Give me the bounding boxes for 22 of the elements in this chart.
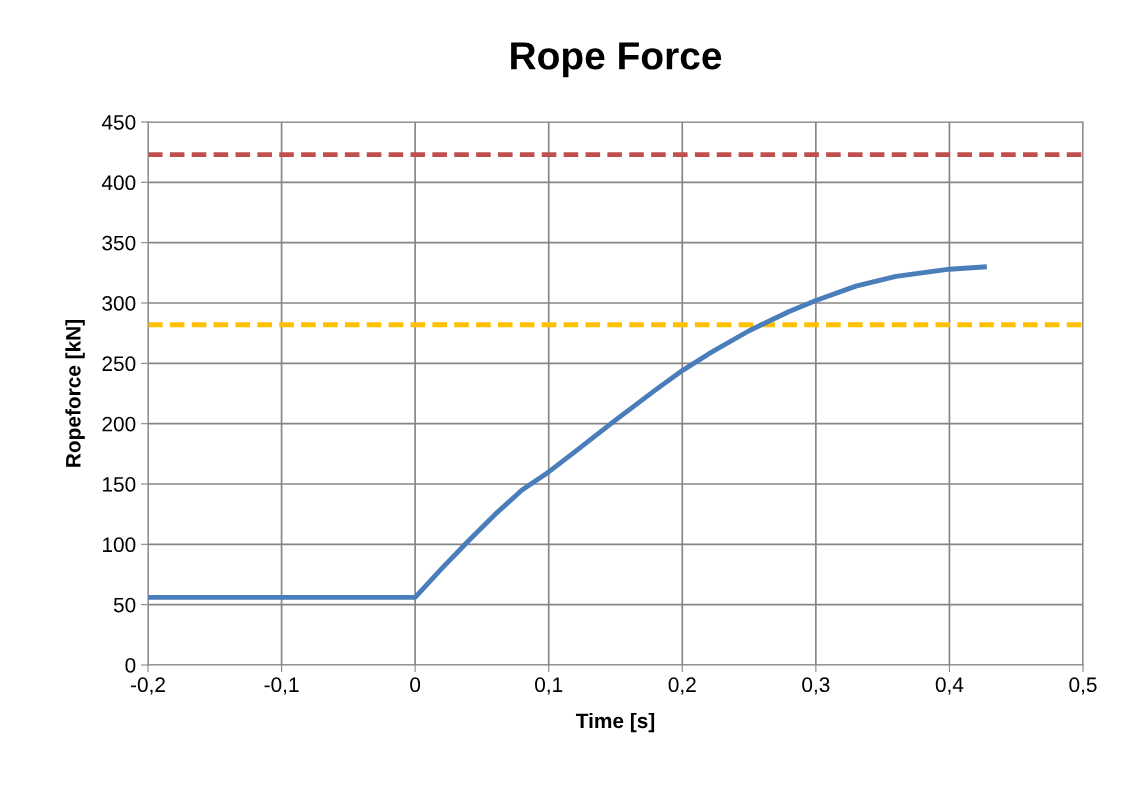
chart-title: Rope Force	[511, 42, 722, 78]
y-tick-label: 350	[102, 235, 136, 251]
x-tick-label: 0,2	[668, 677, 696, 695]
y-tick-label: 100	[103, 537, 136, 553]
y-tick-label: 50	[113, 597, 136, 613]
x-tick-label: 0,3	[802, 677, 830, 695]
y-tick-label: 250	[102, 356, 136, 372]
x-axis-title: Time [s]	[575, 712, 655, 733]
line-series	[148, 264, 990, 600]
y-tick-label: 400	[101, 175, 136, 191]
y-tick-label: 450	[101, 115, 136, 130]
x-tick-label: 0,1	[535, 677, 563, 695]
y-tick-label: 150	[103, 477, 136, 492]
y-tick-label: 300	[102, 296, 136, 311]
y-axis-title: Ropeforce [kN]	[65, 320, 85, 467]
x-tick-label: -0,2	[130, 677, 165, 695]
x-tick-label: 0,5	[1069, 677, 1097, 695]
x-tick-label: -0,1	[264, 677, 299, 695]
x-tick-label: 0	[410, 677, 421, 693]
y-tick-label: 0	[125, 658, 136, 673]
x-tick-label: 0,4	[935, 677, 964, 695]
y-tick-label: 200	[102, 416, 136, 432]
